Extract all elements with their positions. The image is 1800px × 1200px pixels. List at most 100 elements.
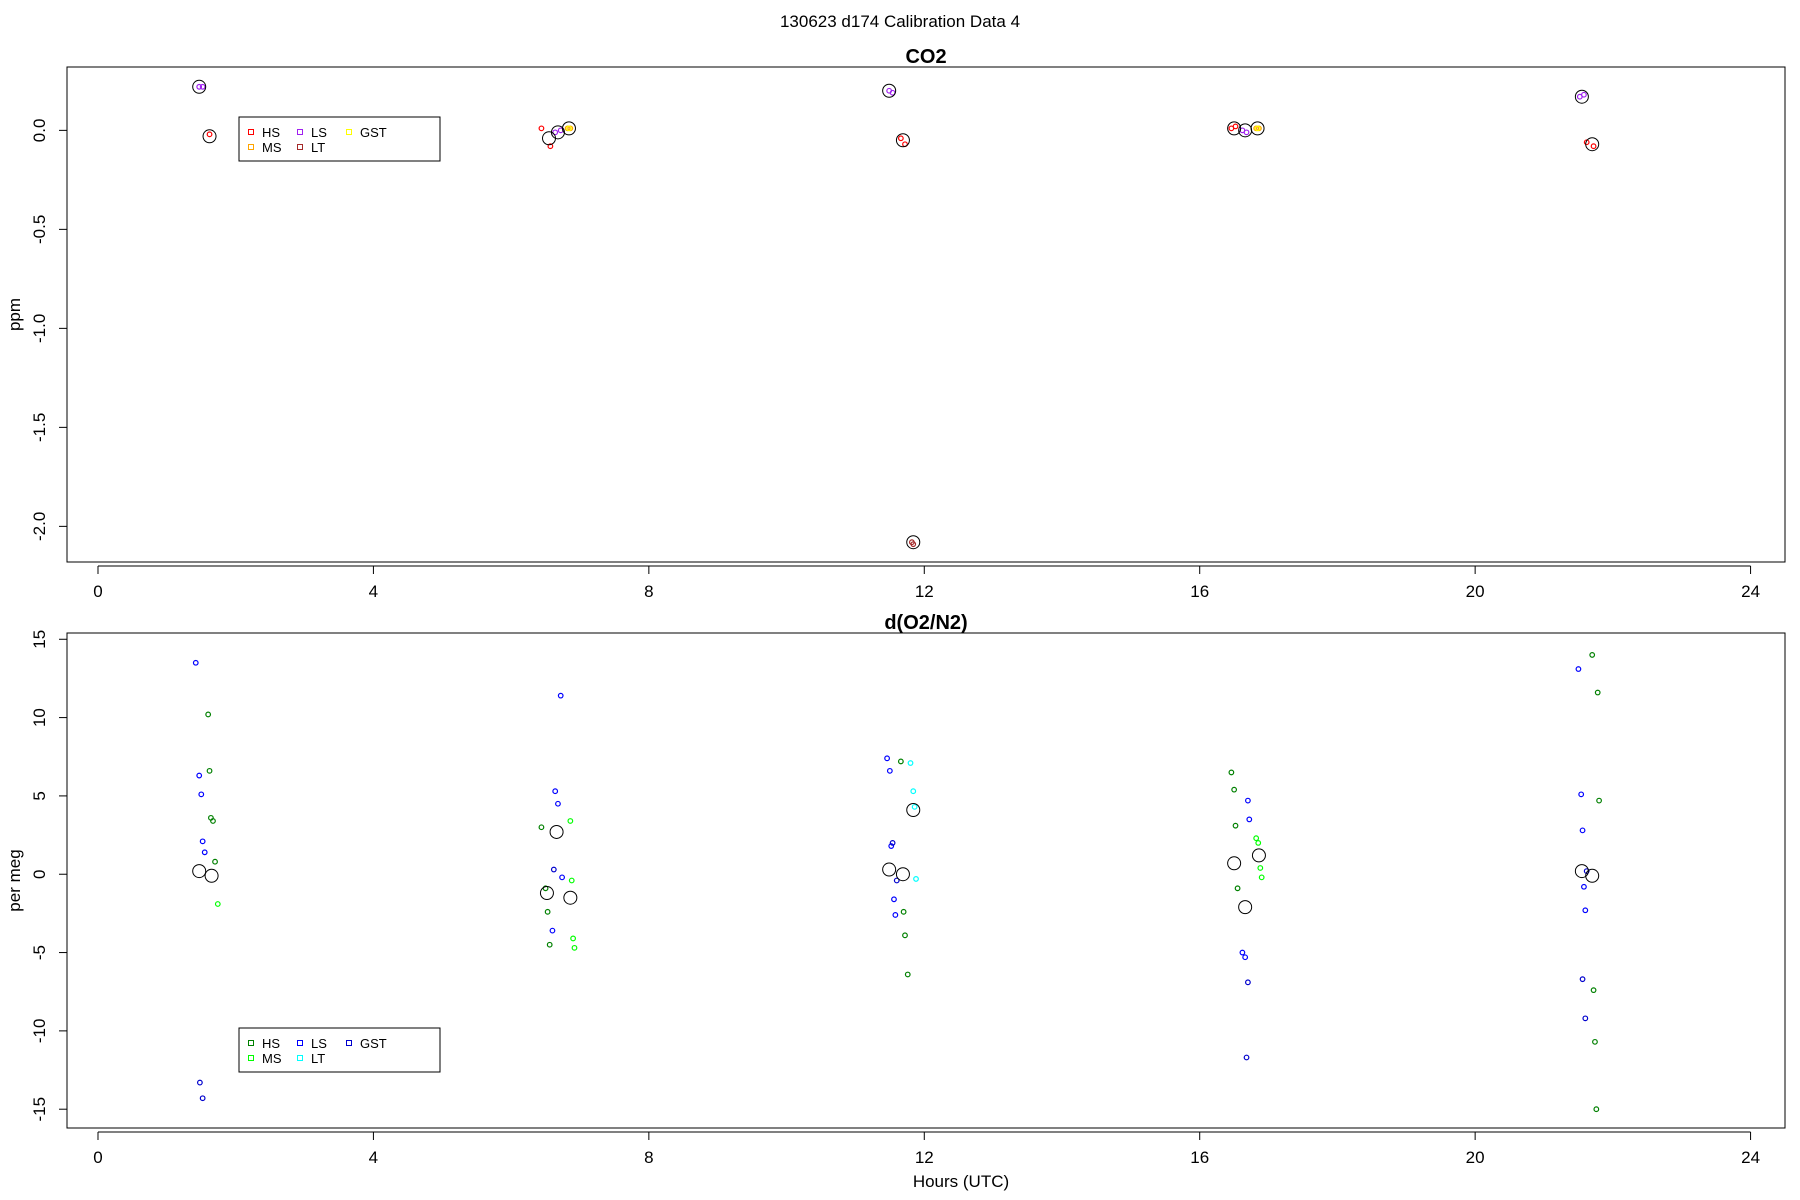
figure-title: 130623 d174 Calibration Data 4 [780, 12, 1020, 31]
o2n2-point-ms [1257, 865, 1264, 871]
o2n2-mean-marker [895, 867, 910, 882]
co2-mean-marker [202, 129, 217, 144]
co2-legend-marker-ms [248, 144, 254, 150]
o2n2-legend-marker-ms [248, 1055, 254, 1061]
co2-x-tick-label: 8 [644, 582, 653, 601]
o2n2-point-hs [1589, 652, 1596, 658]
o2n2-point-hs [542, 885, 549, 892]
o2n2-point-gst [1245, 979, 1251, 986]
o2n2-point-hs [210, 818, 216, 824]
co2-point-ls [199, 83, 206, 90]
o2n2-point-gst [889, 840, 896, 846]
co2-x-tick-label: 16 [1190, 582, 1209, 601]
o2n2-mean-marker [192, 864, 207, 879]
o2n2-x-tick-label: 24 [1741, 1148, 1760, 1167]
o2n2-mean-marker [1238, 900, 1253, 915]
o2n2-legend-label-gst: GST [360, 1036, 387, 1051]
co2-y-axis-label: ppm [5, 298, 24, 331]
co2-legend-marker-ls [297, 129, 303, 135]
co2-legend-box [238, 116, 441, 162]
co2-y-tick-label: -0.5 [30, 215, 49, 244]
co2-legend-label-gst: GST [360, 125, 387, 140]
co2-panel-title: CO2 [905, 46, 946, 68]
co2-point-hs [1590, 143, 1597, 150]
o2n2-mean-marker [882, 862, 897, 877]
co2-mean-marker [1585, 137, 1600, 152]
o2n2-point-ls [199, 838, 206, 845]
co2-mean-marker [882, 83, 897, 98]
co2-point-gst [566, 125, 572, 132]
co2-y-tick-label: -2.0 [30, 512, 49, 541]
o2n2-point-ls [201, 849, 208, 856]
co2-point-hs [547, 143, 554, 150]
o2n2-point-hs [1234, 885, 1241, 892]
o2n2-point-ls [555, 800, 561, 807]
o2n2-x-tick-label: 20 [1466, 1148, 1485, 1167]
o2n2-point-hs [205, 711, 212, 718]
o2n2-point-gst [1582, 1015, 1589, 1022]
o2n2-x-tick-label: 0 [93, 1148, 102, 1167]
o2n2-point-hs [1596, 797, 1602, 804]
o2n2-mean-marker [1585, 868, 1600, 883]
o2n2-point-ls [196, 772, 203, 779]
o2n2-legend-marker-gst [346, 1040, 352, 1046]
o2n2-point-ms [567, 818, 574, 824]
co2-legend-marker-gst [346, 129, 352, 135]
o2n2-legend-marker-hs [248, 1040, 254, 1046]
co2-mean-marker [561, 121, 576, 136]
o2n2-mean-marker [1251, 848, 1266, 863]
o2n2-x-tick-label: 4 [369, 1148, 378, 1167]
co2-x-tick-label: 20 [1466, 582, 1485, 601]
o2n2-point-hs [544, 908, 551, 915]
o2n2-y-tick-label: -15 [30, 1097, 49, 1122]
co2-x-tick-label: 0 [93, 582, 102, 601]
co2-y-tick-label: -1.0 [30, 314, 49, 343]
o2n2-point-ls [1582, 907, 1589, 914]
o2n2-mean-marker [1574, 864, 1589, 879]
o2n2-point-ls [888, 843, 895, 849]
co2-point-ls [1243, 129, 1250, 136]
o2n2-point-hs [206, 767, 213, 774]
o2n2-point-hs [546, 941, 553, 948]
o2n2-legend-label-ms: MS [262, 1051, 282, 1066]
o2n2-point-ls [886, 767, 893, 774]
o2n2-y-tick-label: 5 [30, 791, 49, 800]
o2n2-point-gst [1579, 976, 1586, 983]
o2n2-x-tick-label: 12 [915, 1148, 934, 1167]
co2-x-tick-label: 4 [369, 582, 378, 601]
o2n2-point-ms [214, 901, 221, 907]
o2n2-point-ls [549, 927, 556, 934]
o2n2-point-hs [1231, 786, 1238, 793]
o2n2-mean-marker [563, 890, 578, 905]
o2n2-x-tick-label: 16 [1190, 1148, 1209, 1167]
o2n2-panel: d(O2/N2) 0 4 8 12 16 20 24 Hours (UTC) 15 10 5 0 -5 -1… [5, 612, 1786, 1191]
o2n2-point-lt [911, 803, 918, 810]
o2n2-point-hs [538, 824, 545, 831]
co2-legend-label-ms: MS [262, 140, 282, 155]
o2n2-mean-marker [539, 886, 554, 901]
o2n2-point-ls [1242, 954, 1249, 961]
o2n2-point-hs [1593, 1106, 1600, 1113]
o2n2-point-lt [907, 760, 914, 766]
co2-mean-marker [542, 131, 557, 146]
co2-point-ls [196, 83, 203, 90]
o2n2-point-gst [1583, 868, 1590, 875]
co2-mean-marker [1574, 89, 1589, 104]
o2n2-point-ls [1578, 791, 1585, 798]
o2n2-point-ls [198, 791, 205, 798]
o2n2-point-lt [913, 876, 919, 882]
o2n2-point-ls [1575, 666, 1582, 672]
o2n2-point-ls [552, 788, 559, 795]
o2n2-point-gst [199, 1095, 206, 1102]
co2-point-gst [1254, 125, 1261, 132]
co2-point-hs [897, 135, 904, 142]
co2-point-lt [910, 541, 917, 548]
o2n2-point-ls [559, 874, 565, 881]
o2n2-y-tick-label: -10 [30, 1019, 49, 1044]
o2n2-point-hs [1232, 822, 1239, 829]
co2-x-tick-label: 12 [915, 582, 934, 601]
co2-mean-marker [895, 133, 910, 148]
o2n2-legend-marker-ls [297, 1040, 303, 1046]
